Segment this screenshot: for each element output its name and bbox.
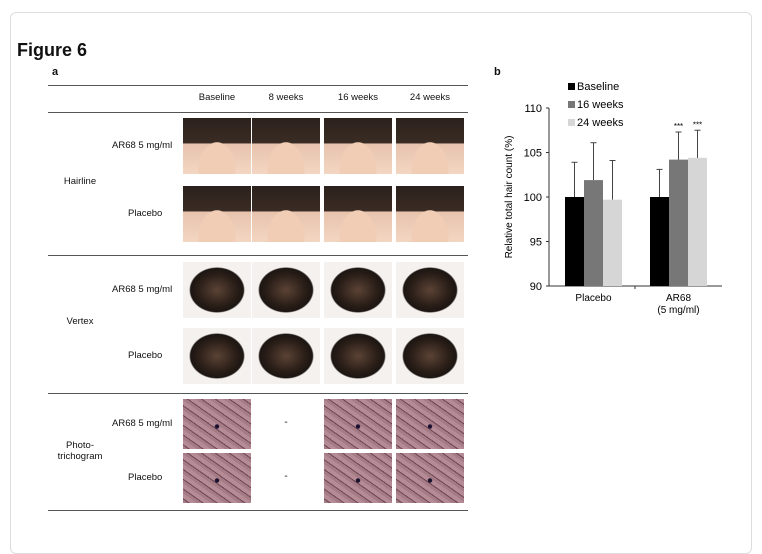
divider <box>48 255 468 256</box>
head-photo <box>324 118 392 174</box>
y-axis-label: Relative total hair count (%) <box>504 136 515 259</box>
head-photo <box>396 118 464 174</box>
bar <box>688 157 707 286</box>
divider <box>48 112 468 113</box>
tricho-photo <box>396 453 464 503</box>
legend-label: 16 weeks <box>577 99 624 111</box>
figure-title: Figure 6 <box>17 40 88 60</box>
vertex-photo <box>183 328 251 384</box>
missing-image-dash: - <box>284 471 288 482</box>
row-group-label: Photo- trichogram <box>57 439 103 462</box>
vertex-photo <box>396 262 464 318</box>
legend-swatch <box>568 119 575 126</box>
column-header: 8 weeks <box>268 92 304 103</box>
row-label: Placebo <box>128 208 163 219</box>
row-label: Placebo <box>128 350 163 361</box>
head-photo <box>252 118 320 174</box>
divider <box>48 510 468 511</box>
tricho-photo <box>396 399 464 449</box>
head-photo <box>324 186 392 242</box>
vertex-photo <box>324 262 392 318</box>
tricho-photo <box>324 399 392 449</box>
row-group-label: Vertex <box>66 316 94 327</box>
vertex-photo <box>252 262 320 318</box>
row-group-label: Hairline <box>63 175 97 187</box>
column-header: 16 weeks <box>337 92 379 103</box>
row-label: Placebo <box>128 472 163 483</box>
tricho-photo <box>324 453 392 503</box>
column-header: 24 weeks <box>409 92 451 103</box>
y-tick-label: 95 <box>530 237 542 249</box>
bar <box>650 197 669 286</box>
y-tick-label: 110 <box>524 103 542 115</box>
bar-chart: 90 95 100 105 110 Relative total hair count (… <box>504 81 722 316</box>
vertex-photo <box>252 328 320 384</box>
divider <box>48 85 468 86</box>
category-label: (5 mg/ml) <box>657 305 699 316</box>
legend-label: 24 weeks <box>577 117 624 129</box>
legend-label: Baseline <box>577 81 619 93</box>
y-tick-label: 100 <box>524 192 542 204</box>
row-label: AR68 5 mg/ml <box>112 284 173 295</box>
bar <box>565 197 584 286</box>
head-photo <box>252 186 320 242</box>
panel-b-label: b <box>494 66 501 78</box>
bar <box>669 159 688 286</box>
legend-swatch <box>568 101 575 108</box>
category-label: Placebo <box>575 293 612 304</box>
row-label: AR68 5 mg/ml <box>112 140 173 151</box>
category-label: AR68 <box>666 293 691 304</box>
tricho-photo <box>183 399 251 449</box>
tricho-photo <box>183 453 251 503</box>
divider <box>48 393 468 394</box>
bar <box>584 180 603 286</box>
panel-a-label: a <box>52 66 59 78</box>
column-header: Baseline <box>198 92 236 103</box>
significance-marker: *** <box>674 122 683 131</box>
row-label: AR68 5 mg/ml <box>112 418 173 429</box>
missing-image-dash: - <box>284 417 288 428</box>
head-photo <box>183 186 251 242</box>
significance-marker: *** <box>693 120 702 129</box>
bar <box>603 199 622 286</box>
y-tick-label: 105 <box>524 148 542 160</box>
y-tick-label: 90 <box>530 281 542 293</box>
legend-swatch <box>568 83 575 90</box>
head-photo <box>396 186 464 242</box>
vertex-photo <box>396 328 464 384</box>
vertex-photo <box>324 328 392 384</box>
head-photo <box>183 118 251 174</box>
vertex-photo <box>183 262 251 318</box>
